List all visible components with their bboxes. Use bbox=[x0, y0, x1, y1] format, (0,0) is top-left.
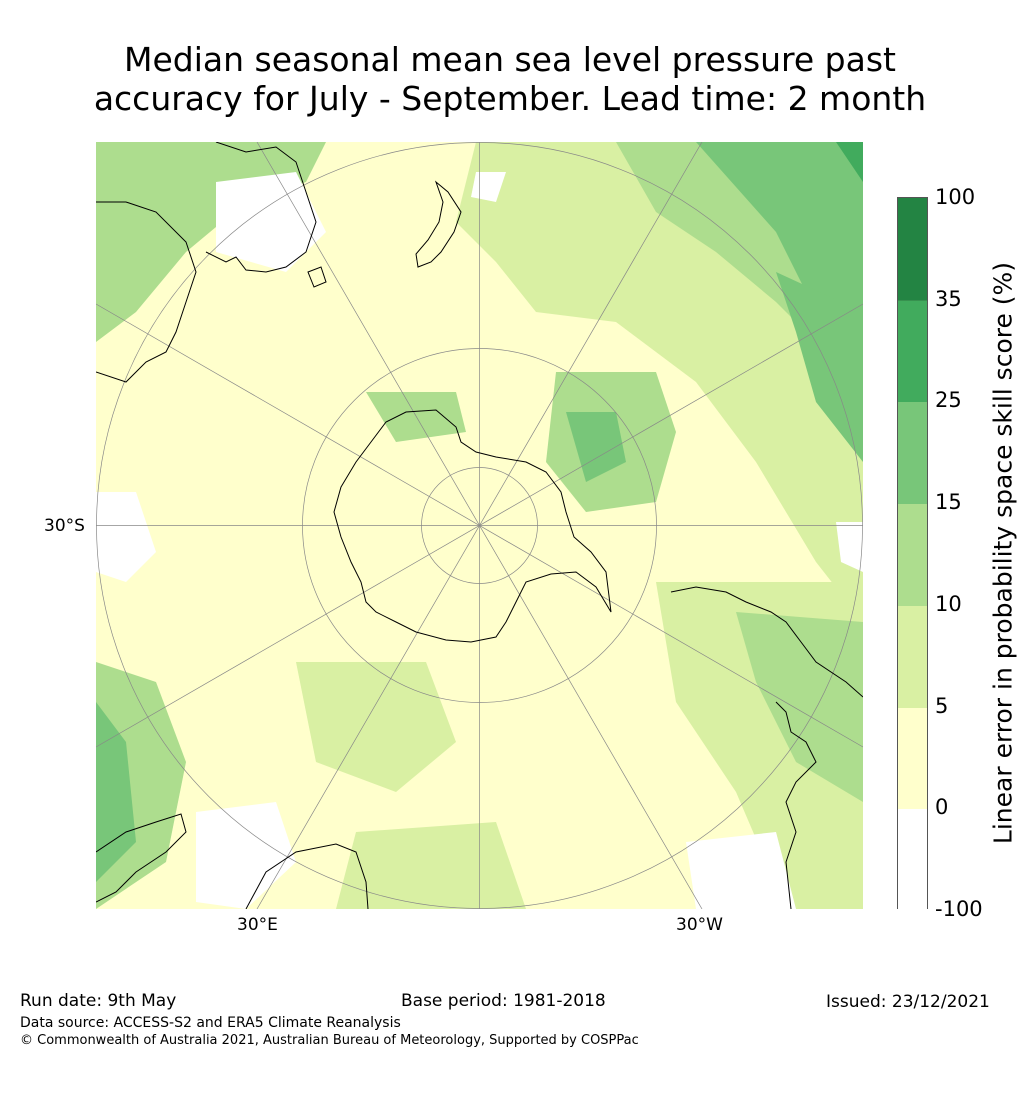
negative-patch bbox=[96, 492, 156, 582]
skill-region bbox=[736, 612, 863, 802]
colorbar-segment bbox=[898, 503, 927, 606]
new-zealand-coast bbox=[415, 180, 462, 268]
south-america-coast-2 bbox=[775, 701, 817, 909]
colorbar-tick-label: 15 bbox=[935, 490, 962, 515]
lon-label-30w: 30°W bbox=[676, 915, 723, 935]
skill-region bbox=[366, 392, 466, 442]
madagascar-coast bbox=[245, 843, 369, 909]
negative-patch bbox=[196, 802, 296, 909]
antarctica-coast bbox=[333, 409, 612, 643]
negative-patch bbox=[686, 832, 796, 909]
colorbar-tick-label: 100 bbox=[935, 185, 976, 209]
chart-title: Median seasonal mean sea level pressure … bbox=[0, 40, 1020, 118]
colorbar-segment bbox=[898, 299, 927, 403]
colorbar-segment bbox=[898, 706, 927, 810]
skill-region bbox=[836, 142, 863, 182]
negative-skill-patches bbox=[96, 172, 863, 909]
colorbar-tick-label: 35 bbox=[935, 286, 962, 311]
australia-coast bbox=[96, 201, 197, 383]
negative-patch bbox=[216, 172, 326, 272]
lon-label-30e: 30°E bbox=[237, 915, 278, 935]
polar-map bbox=[96, 142, 863, 909]
colorbar-segment bbox=[898, 401, 927, 505]
data-source: Data source: ACCESS-S2 and ERA5 Climate … bbox=[20, 1015, 401, 1031]
africa-coast bbox=[96, 813, 187, 903]
run-date: Run date: 9th May bbox=[20, 991, 177, 1011]
lat-label-30s: 30°S bbox=[44, 516, 85, 536]
skill-region bbox=[566, 412, 626, 482]
negative-patch bbox=[836, 522, 863, 572]
title-line-1: Median seasonal mean sea level pressure … bbox=[124, 40, 896, 79]
australia-south-coast bbox=[205, 142, 317, 273]
skill-region bbox=[96, 702, 136, 882]
colorbar-tick-label: 0 bbox=[935, 795, 949, 820]
colorbar-segment bbox=[898, 808, 927, 911]
map-canvas bbox=[96, 142, 863, 909]
colorbar-segment bbox=[898, 198, 927, 300]
skill-region bbox=[336, 822, 526, 909]
issued-date: Issued: 23/12/2021 bbox=[826, 992, 990, 1012]
skill-region bbox=[296, 662, 456, 792]
skill-region bbox=[776, 272, 863, 462]
title-line-2: accuracy for July - September. Lead time… bbox=[93, 79, 927, 118]
colorbar bbox=[897, 197, 928, 911]
tasmania-coast bbox=[307, 266, 327, 288]
colorbar-segment bbox=[898, 604, 927, 708]
colorbar-tick-label: 25 bbox=[935, 388, 962, 413]
colorbar-tick-label: -100 bbox=[935, 897, 983, 921]
graticule bbox=[96, 142, 863, 909]
meridian-line bbox=[96, 303, 863, 748]
colorbar-tick-label: 10 bbox=[935, 591, 962, 616]
skill-regions bbox=[96, 142, 863, 909]
south-america-coast bbox=[670, 586, 863, 698]
base-period: Base period: 1981-2018 bbox=[401, 991, 606, 1011]
colorbar-tick-label: 5 bbox=[935, 693, 949, 718]
copyright: © Commonwealth of Australia 2021, Austra… bbox=[20, 1033, 639, 1048]
colorbar-label: Linear error in probability space skill … bbox=[988, 261, 1018, 845]
coastlines bbox=[96, 142, 863, 909]
